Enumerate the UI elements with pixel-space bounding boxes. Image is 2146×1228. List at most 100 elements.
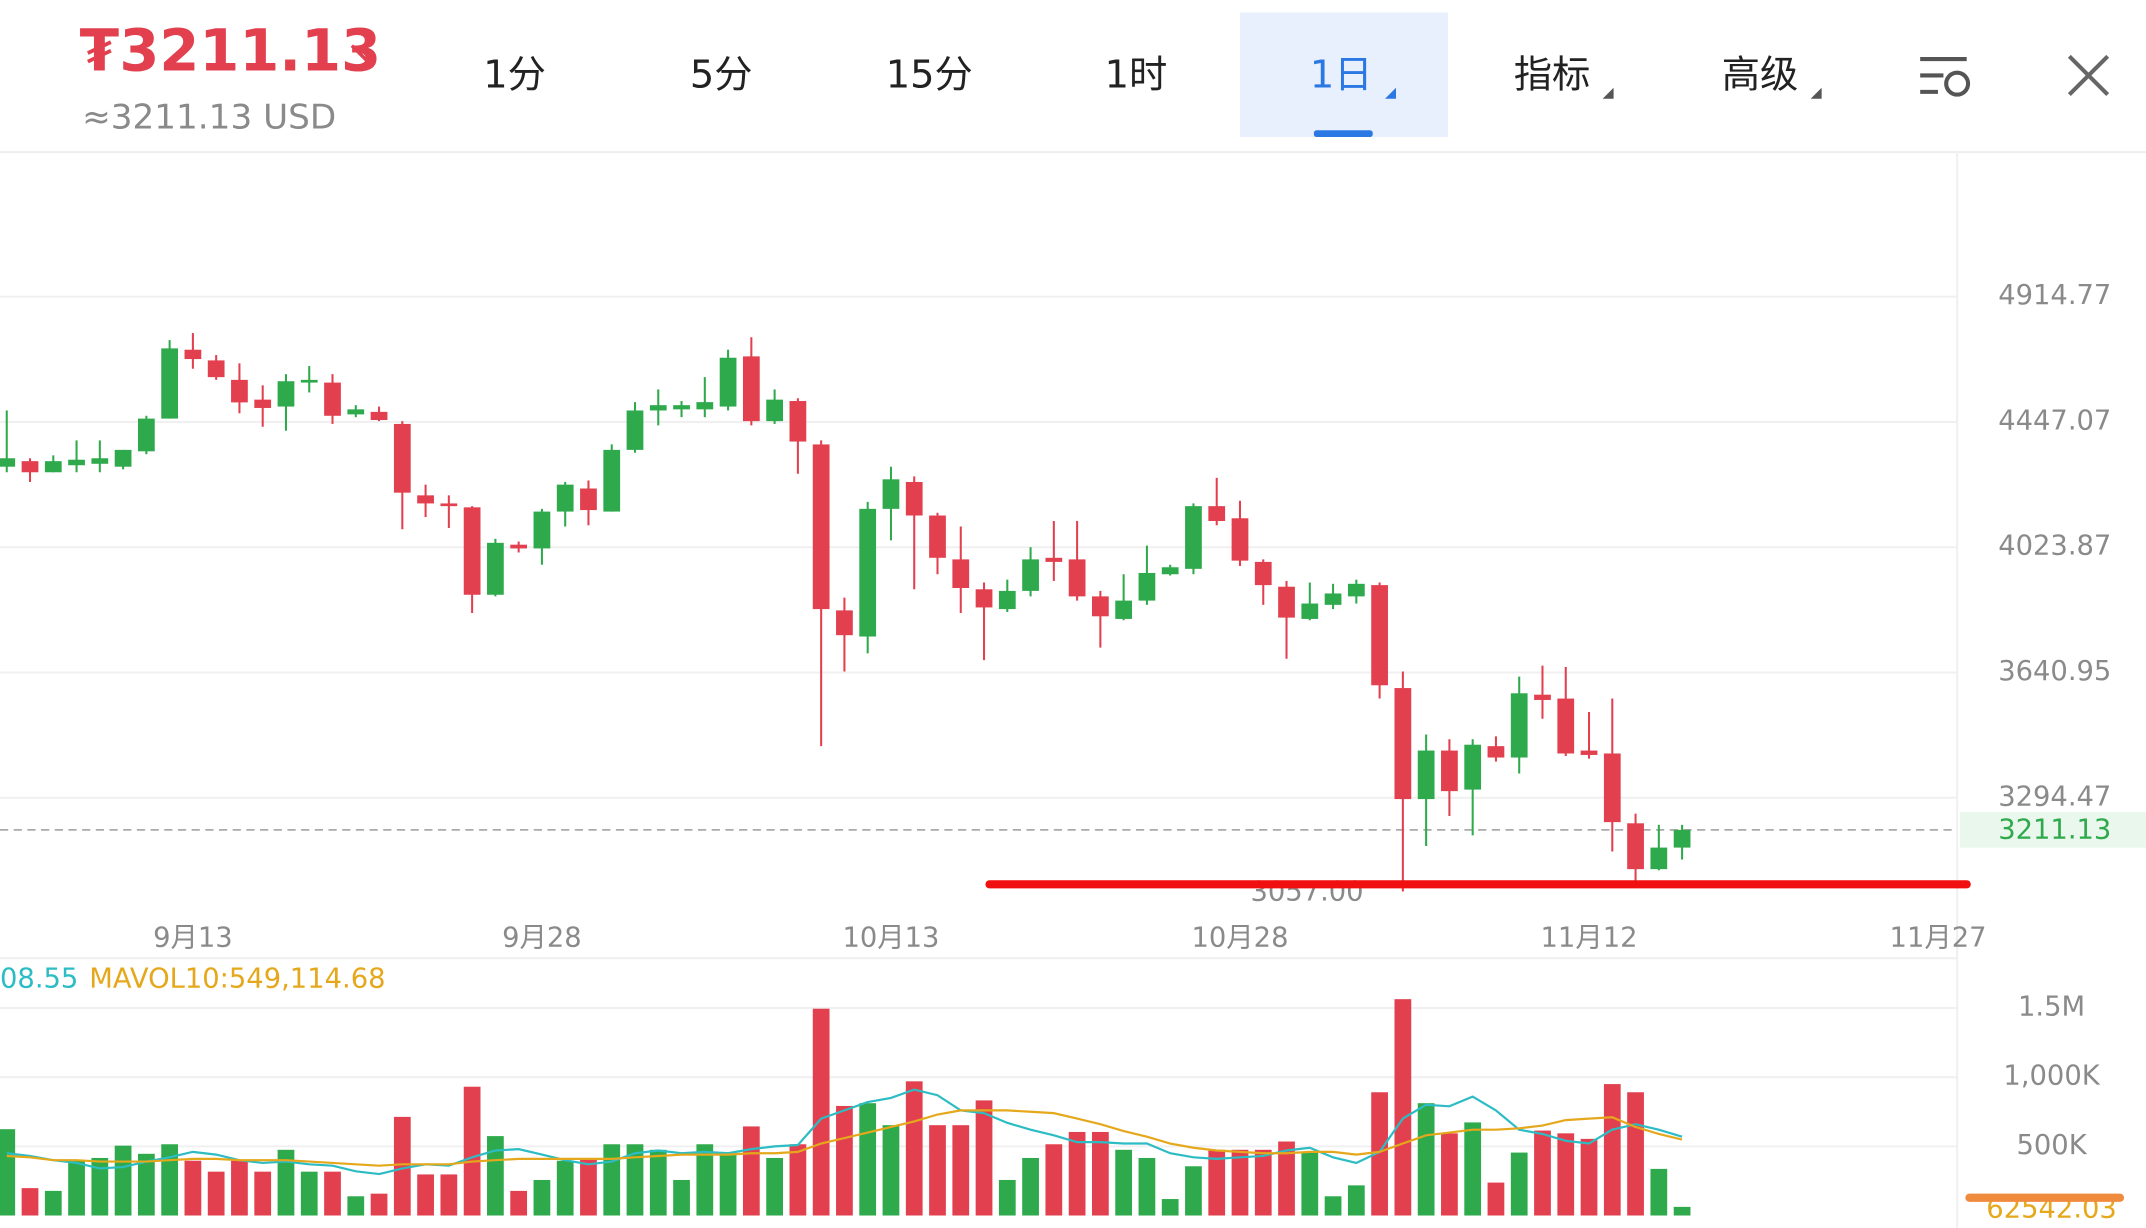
- y-tick-label: 4023.87: [1998, 531, 2111, 562]
- ma-line: [6, 1088, 1683, 1176]
- candle-body: [347, 409, 365, 415]
- volume-bar: [1534, 1130, 1551, 1216]
- candle-body: [1534, 694, 1551, 700]
- candle-body: [1278, 586, 1295, 618]
- y-tick-label: 500K: [2016, 1130, 2087, 1161]
- tab[interactable]: 15分: [886, 52, 973, 97]
- volume-bar: [1673, 1206, 1691, 1216]
- price-arrow: ↘: [345, 31, 379, 79]
- candle-body: [463, 507, 481, 595]
- volume-bar: [370, 1193, 388, 1216]
- candle-body: [1347, 583, 1365, 597]
- candle-body: [929, 515, 946, 558]
- tab-active[interactable]: 1日: [1310, 52, 1373, 97]
- volume-bar: [21, 1188, 39, 1216]
- volume-bar: [1324, 1196, 1342, 1216]
- volume-bar: [1045, 1144, 1063, 1216]
- candle-body: [114, 449, 132, 467]
- candle-body: [487, 542, 504, 595]
- candle-body: [370, 411, 388, 420]
- x-tick-label: 9月13: [153, 923, 233, 954]
- x-tick-label: 9月28: [502, 923, 582, 954]
- candle-body: [742, 356, 760, 422]
- volume-bar: [0, 1129, 16, 1216]
- candle-body: [998, 590, 1016, 610]
- last-price-label: 3211.13: [1998, 815, 2111, 846]
- volume-bar: [1208, 1149, 1226, 1216]
- candle-body: [0, 458, 16, 467]
- candle-body: [137, 418, 155, 452]
- volume-bar: [1347, 1185, 1365, 1216]
- volume-bar: [417, 1174, 434, 1216]
- volume-bar: [649, 1149, 667, 1216]
- volume-bar: [1161, 1199, 1179, 1216]
- candle-body: [254, 399, 272, 408]
- candle-body: [882, 479, 900, 509]
- candle-body: [1091, 596, 1109, 617]
- volume-bar: [603, 1144, 621, 1216]
- volume-bar: [91, 1157, 109, 1216]
- price: ₮3211.13: [79, 18, 381, 85]
- volume-bar: [789, 1144, 807, 1216]
- candle-body: [277, 381, 295, 407]
- volume-bar: [1417, 1103, 1435, 1216]
- close-icon[interactable]: [2067, 54, 2110, 97]
- x-tick-label: 10月13: [842, 923, 939, 954]
- settings-icon[interactable]: [1920, 56, 1971, 97]
- volume-bar: [1487, 1182, 1505, 1216]
- candle-body: [1650, 847, 1668, 870]
- volume-bar: [68, 1160, 85, 1216]
- candle-body: [1301, 603, 1319, 619]
- candle-body: [440, 503, 458, 507]
- tab[interactable]: 1时: [1105, 52, 1168, 97]
- volume-bar: [137, 1153, 155, 1216]
- volume-bar: [1115, 1149, 1133, 1216]
- candle-body: [161, 348, 179, 419]
- volume-bar: [1650, 1168, 1668, 1216]
- volume-bar: [929, 1125, 946, 1216]
- candle-body: [1208, 506, 1226, 521]
- last-price-box: [1959, 812, 2146, 848]
- volume-bar: [1371, 1092, 1388, 1216]
- volume-bar: [859, 1103, 877, 1216]
- candle-body: [1673, 829, 1691, 848]
- candle-body: [556, 484, 574, 512]
- candle-body: [905, 481, 923, 516]
- candle-body: [1254, 561, 1272, 586]
- volume-bar: [742, 1126, 760, 1216]
- candle-body: [1115, 600, 1133, 619]
- volume-bar: [44, 1190, 62, 1216]
- tab-underline: [1313, 130, 1373, 138]
- volume-bar: [1580, 1138, 1598, 1216]
- candle-body: [719, 357, 737, 407]
- candle-body: [393, 423, 411, 493]
- volume-bar: [1231, 1149, 1249, 1216]
- x-tick-label: 11月12: [1541, 923, 1638, 954]
- volume-bar: [510, 1190, 528, 1216]
- volume-bar: [1464, 1122, 1482, 1216]
- tab[interactable]: 指标: [1514, 52, 1591, 97]
- volume-bar: [1185, 1166, 1202, 1216]
- volume-bar: [161, 1144, 179, 1216]
- candle-body: [766, 399, 783, 422]
- candle-body: [580, 488, 597, 511]
- x-tick-label: 10月28: [1191, 923, 1288, 954]
- ma-line: [6, 1109, 1683, 1167]
- candle-body: [649, 405, 667, 411]
- tab[interactable]: 5分: [690, 52, 753, 97]
- candle-body: [673, 405, 690, 410]
- volume-bar: [1091, 1131, 1109, 1216]
- candle-body: [44, 461, 62, 473]
- tab-selected-bg: [1239, 12, 1449, 138]
- volume-bar: [393, 1116, 411, 1216]
- volume-bar: [347, 1196, 365, 1216]
- volume-bar: [1441, 1133, 1458, 1216]
- tab[interactable]: 高级: [1722, 52, 1799, 97]
- candle-body: [1464, 744, 1482, 790]
- tab[interactable]: 1分: [483, 52, 546, 97]
- candle-body: [510, 544, 528, 549]
- volume-bar: [812, 1008, 830, 1216]
- volume-bar: [766, 1157, 783, 1216]
